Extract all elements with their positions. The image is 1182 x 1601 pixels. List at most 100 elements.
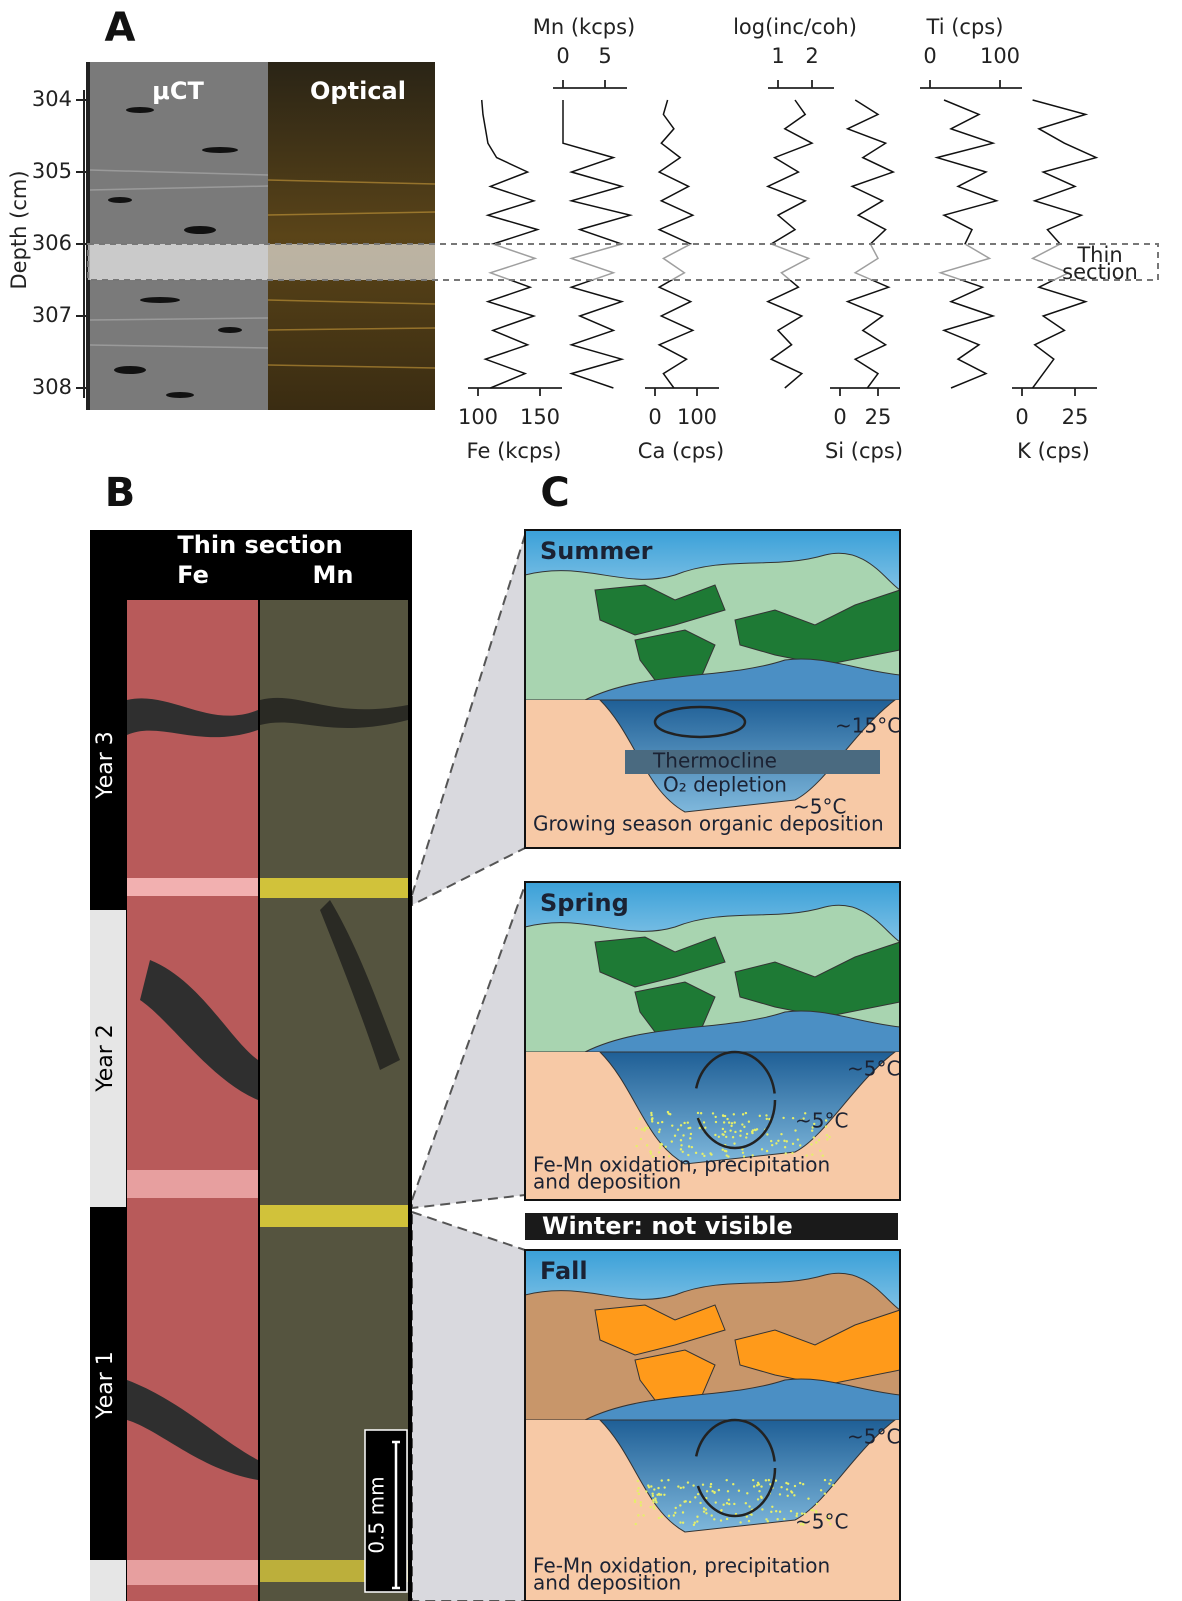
- particle: [727, 1490, 729, 1492]
- particle: [641, 1128, 643, 1130]
- particle: [658, 1517, 660, 1519]
- particle: [665, 1146, 667, 1148]
- particle: [660, 1143, 662, 1145]
- particle: [761, 1497, 763, 1499]
- particle: [782, 1117, 784, 1119]
- particle: [673, 1514, 675, 1516]
- particle: [651, 1493, 653, 1495]
- particle: [732, 1483, 734, 1485]
- particle: [635, 1145, 637, 1147]
- particle: [644, 1127, 646, 1129]
- particle: [742, 1113, 744, 1115]
- particle: [694, 1521, 696, 1523]
- particle: [652, 1495, 654, 1497]
- particle: [635, 1523, 637, 1525]
- particle: [637, 1514, 639, 1516]
- year-label: Year 3: [93, 731, 118, 800]
- particle: [723, 1121, 725, 1123]
- particle: [768, 1479, 770, 1481]
- particle: [680, 1124, 682, 1126]
- particle: [699, 1502, 701, 1504]
- tick-label: 1: [771, 44, 784, 68]
- particle: [733, 1142, 735, 1144]
- particle: [667, 1479, 669, 1481]
- particle: [715, 1121, 717, 1123]
- particle: [765, 1479, 767, 1481]
- particle: [687, 1121, 689, 1123]
- particle: [651, 1120, 653, 1122]
- year-bar: [90, 1560, 126, 1601]
- particle: [748, 1520, 750, 1522]
- particle: [745, 1136, 747, 1138]
- scale-label: 0.5 mm: [365, 1476, 389, 1553]
- particle: [826, 1134, 828, 1136]
- particle: [682, 1511, 684, 1513]
- particle: [786, 1488, 788, 1490]
- particle: [730, 1125, 732, 1127]
- particle: [653, 1507, 655, 1509]
- particle: [791, 1491, 793, 1493]
- particle: [775, 1142, 777, 1144]
- particle: [786, 1140, 788, 1142]
- particle: [700, 1112, 702, 1114]
- particle: [760, 1485, 762, 1487]
- particle: [738, 1490, 740, 1492]
- particle: [751, 1132, 753, 1134]
- particle: [658, 1131, 660, 1133]
- particle: [693, 1524, 695, 1526]
- track-title: Fe (kcps): [467, 439, 562, 463]
- particle: [704, 1127, 706, 1129]
- particle: [769, 1483, 771, 1485]
- particle: [703, 1510, 705, 1512]
- particle: [787, 1495, 789, 1497]
- particle: [650, 1114, 652, 1116]
- particle: [731, 1122, 733, 1124]
- particle: [757, 1498, 759, 1500]
- particle: [703, 1121, 705, 1123]
- particle: [726, 1502, 728, 1504]
- tick-label: 305: [32, 159, 72, 183]
- particle: [690, 1133, 692, 1135]
- lake-scene: Fall~5°C~5°CFe-Mn oxidation, precipitati…: [525, 1250, 900, 1601]
- tick-label: 308: [32, 375, 72, 399]
- particle: [722, 1128, 724, 1130]
- particle: [677, 1129, 679, 1131]
- particle: [657, 1487, 659, 1489]
- panel-title: Spring: [540, 889, 629, 917]
- particle: [718, 1136, 720, 1138]
- particle: [726, 1118, 728, 1120]
- temp-label: ~5°C: [795, 1109, 848, 1133]
- particle: [679, 1521, 681, 1523]
- temp-label: ~5°C: [847, 1057, 900, 1081]
- lake-scene: Spring~5°C~5°CFe-Mn oxidation, precipita…: [525, 882, 900, 1200]
- particle: [784, 1146, 786, 1148]
- particle: [671, 1140, 673, 1142]
- particle: [694, 1496, 696, 1498]
- particle: [652, 1499, 654, 1501]
- particle: [780, 1133, 782, 1135]
- particle: [733, 1503, 735, 1505]
- particle: [650, 1485, 652, 1487]
- particle: [725, 1136, 727, 1138]
- tick-label: 100: [980, 44, 1020, 68]
- particle: [726, 1518, 728, 1520]
- caption: and deposition: [533, 1571, 681, 1595]
- particle: [790, 1510, 792, 1512]
- tick-label: 25: [865, 405, 892, 429]
- particle: [636, 1490, 638, 1492]
- particle: [645, 1490, 647, 1492]
- panel-label: A: [105, 5, 136, 51]
- track-title: Ti (cps): [926, 15, 1004, 39]
- winter-label: Winter: not visible: [542, 1212, 793, 1240]
- particle: [710, 1483, 712, 1485]
- particle: [761, 1148, 763, 1150]
- particle: [820, 1489, 822, 1491]
- particle: [807, 1497, 809, 1499]
- particle: [680, 1148, 682, 1150]
- year-label: Year 2: [93, 1024, 118, 1093]
- particle: [714, 1116, 716, 1118]
- particle: [793, 1494, 795, 1496]
- particle: [679, 1504, 681, 1506]
- particle: [682, 1521, 684, 1523]
- particle: [639, 1118, 641, 1120]
